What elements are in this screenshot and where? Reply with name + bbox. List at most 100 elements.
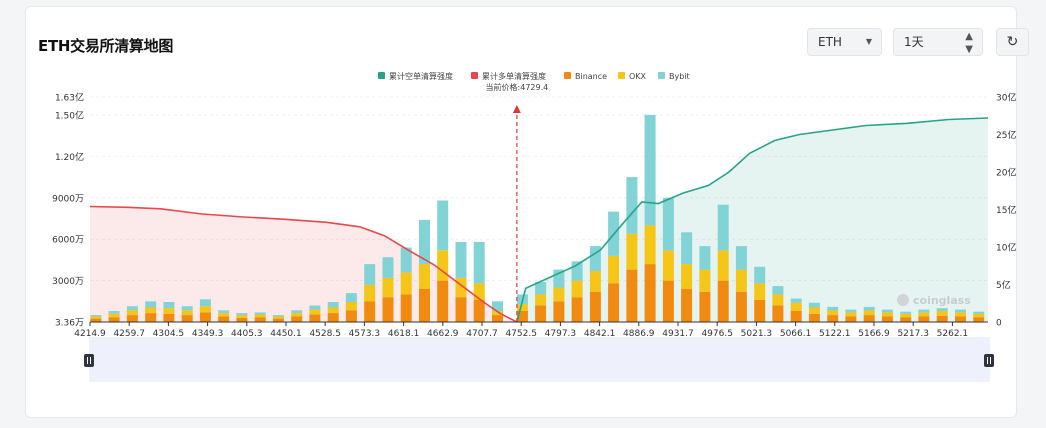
symbol-select-value: ETH	[818, 35, 842, 49]
bar-bybit	[455, 242, 467, 278]
bar-bybit	[955, 309, 966, 313]
bar-okx	[808, 307, 820, 314]
up-down-icon: ▲ ▼	[965, 31, 973, 55]
x-tick-label: 4797.3	[545, 329, 577, 339]
bar-okx	[218, 313, 230, 317]
legend: 累计空单清算强度 累计多单清算强度 Binance OKX Bybit	[378, 71, 690, 81]
bar-binance	[699, 291, 711, 323]
bar-bybit	[291, 310, 303, 314]
bar-binance	[918, 316, 930, 322]
legend-swatch	[564, 72, 571, 79]
chevron-down-icon: ▼	[865, 37, 872, 46]
bar-bybit	[589, 246, 601, 271]
bar-binance	[662, 280, 674, 322]
bar-bybit	[345, 293, 357, 303]
symbol-select[interactable]: ETH ▼	[807, 28, 882, 56]
x-tick-label: 4976.5	[701, 329, 733, 339]
bar-binance	[790, 311, 802, 322]
bar-bybit	[918, 309, 930, 313]
bar-binance	[626, 269, 638, 323]
bar-bybit	[973, 311, 985, 314]
bar-bybit	[863, 306, 875, 311]
cumulative-lines	[89, 117, 989, 323]
bar-binance	[126, 315, 138, 322]
long-cumulative-line	[89, 205, 518, 323]
bar-binance	[218, 316, 230, 322]
y-left-tick-label: 1.63亿	[55, 92, 84, 104]
y-right-tick-label: 10亿	[996, 242, 1016, 254]
bar-okx	[589, 271, 601, 292]
slider-left-handle[interactable]	[84, 354, 94, 367]
slider-right-handle[interactable]	[984, 354, 994, 367]
bar-binance	[754, 300, 766, 323]
x-tick-label: 4450.1	[270, 329, 302, 339]
coinglass-logo-icon	[897, 294, 909, 306]
refresh-button[interactable]: ↻	[996, 28, 1029, 56]
bar-binance	[955, 316, 966, 322]
bar-bybit	[936, 308, 948, 311]
bar-okx	[254, 314, 266, 318]
bar-okx	[327, 307, 339, 313]
bar-bybit	[419, 219, 430, 265]
bar-okx	[108, 313, 120, 318]
bar-okx	[382, 277, 394, 298]
bar-okx	[145, 307, 157, 313]
x-tick-label: 5217.3	[897, 329, 929, 339]
bar-binance	[881, 316, 893, 322]
x-tick-label: 5166.9	[858, 329, 890, 339]
range-slider	[84, 337, 994, 382]
axes-group: 3.36万 3000万 6000万 9000万 1.20亿 1.50亿 1.63亿 0 5亿 10…	[52, 92, 1016, 340]
bar-okx	[900, 313, 912, 318]
bar-okx	[516, 304, 528, 311]
bar-bybit	[181, 306, 193, 311]
bar-binance	[827, 315, 839, 322]
x-tick-label: 4842.1	[584, 329, 616, 339]
bar-bybit	[309, 305, 321, 310]
legend-item: Binance	[575, 72, 607, 81]
legend-swatch	[471, 72, 478, 79]
time-range-value: 1天	[904, 35, 924, 49]
legend-item: Bybit	[669, 72, 690, 81]
bar-binance	[400, 294, 412, 322]
bar-binance	[145, 313, 157, 323]
pause-handle-icon	[84, 354, 94, 367]
bar-okx	[272, 316, 284, 319]
bar-bybit	[827, 306, 839, 311]
bar-binance	[455, 297, 467, 323]
bar-okx	[419, 264, 430, 289]
bar-binance	[327, 313, 339, 323]
bar-binance	[808, 313, 820, 323]
bar-binance	[199, 312, 211, 323]
bar-okx	[400, 272, 412, 295]
bar-okx	[90, 316, 102, 319]
bar-binance	[309, 314, 321, 323]
bar-bybit	[772, 286, 784, 295]
bar-bybit	[437, 200, 449, 251]
bar-okx	[863, 310, 875, 316]
x-tick-label: 4214.9	[74, 329, 106, 339]
bar-binance	[936, 315, 948, 322]
bar-okx	[345, 302, 357, 311]
bar-bybit	[808, 302, 820, 308]
y-left-tick-label: 3000万	[52, 277, 84, 287]
slider-track	[89, 337, 990, 382]
bar-binance	[236, 317, 248, 322]
time-range-select[interactable]: 1天 ▲ ▼	[893, 28, 983, 56]
pause-handle-icon	[984, 354, 994, 367]
bar-okx	[571, 280, 583, 298]
y-right-tick-label: 20亿	[996, 167, 1016, 179]
bar-bybit	[845, 309, 857, 313]
bar-bybit	[382, 257, 394, 278]
bar-bybit	[327, 302, 339, 308]
x-tick-label: 4405.3	[231, 329, 263, 339]
bar-binance	[90, 318, 102, 323]
x-tick-label: 5122.1	[819, 329, 851, 339]
x-tick-label: 5021.3	[741, 329, 773, 339]
short-cumulative-area	[516, 118, 988, 322]
bar-okx	[291, 313, 303, 317]
bar-bybit	[553, 269, 565, 288]
bar-binance	[535, 305, 547, 323]
x-tick-label: 5262.1	[937, 329, 969, 339]
legend-item: OKX	[629, 72, 647, 81]
